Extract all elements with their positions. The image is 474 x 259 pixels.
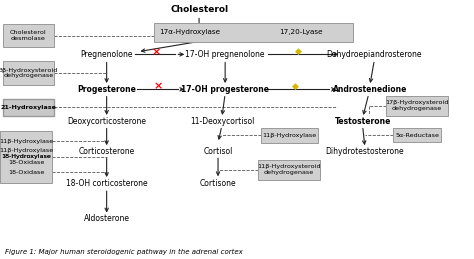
FancyBboxPatch shape xyxy=(154,23,353,42)
FancyBboxPatch shape xyxy=(3,99,54,116)
FancyBboxPatch shape xyxy=(258,160,320,180)
Text: Dihydrotestosterone: Dihydrotestosterone xyxy=(326,147,404,156)
Text: 17β-Hydroxysteroid
dehydrogenase: 17β-Hydroxysteroid dehydrogenase xyxy=(385,100,449,111)
Text: Cortisol: Cortisol xyxy=(203,147,233,156)
Text: 18-OH corticosterone: 18-OH corticosterone xyxy=(66,179,147,188)
Text: Testosterone: Testosterone xyxy=(335,117,391,126)
Text: 17-OH pregnenolone: 17-OH pregnenolone xyxy=(185,50,265,59)
FancyBboxPatch shape xyxy=(3,24,54,47)
Text: Dehydroepiandrosterone: Dehydroepiandrosterone xyxy=(327,50,422,59)
Text: Deoxycorticosterone: Deoxycorticosterone xyxy=(67,117,146,126)
Text: Corticosterone: Corticosterone xyxy=(79,147,135,156)
Text: ◆: ◆ xyxy=(292,82,299,91)
Text: 18-Oxidase: 18-Oxidase xyxy=(8,170,44,175)
FancyBboxPatch shape xyxy=(261,128,318,143)
Text: ×: × xyxy=(154,81,163,91)
Text: 3β-Hydroxysteroid
dehydrogenase: 3β-Hydroxysteroid dehydrogenase xyxy=(0,68,58,78)
Text: 11β-Hydroxylase: 11β-Hydroxylase xyxy=(0,139,53,144)
Text: Cholesterol
desmolase: Cholesterol desmolase xyxy=(10,30,47,41)
FancyBboxPatch shape xyxy=(0,131,52,183)
Text: 18-Hydroxylase: 18-Hydroxylase xyxy=(1,154,51,159)
Text: 11β-Hydroxylase
18-Hydroxylase
18-Oxidase: 11β-Hydroxylase 18-Hydroxylase 18-Oxidas… xyxy=(0,148,53,165)
Text: Figure 1: Major human steroidogenic pathway in the adrenal cortex: Figure 1: Major human steroidogenic path… xyxy=(5,249,243,255)
Text: 11β-Hydroxylase: 11β-Hydroxylase xyxy=(262,133,316,138)
Text: 11-Deoxycortisol: 11-Deoxycortisol xyxy=(191,117,255,126)
Text: 17,20-Lyase: 17,20-Lyase xyxy=(279,29,323,35)
Text: 11β-Hydroxysteroid
dehydrogenase: 11β-Hydroxysteroid dehydrogenase xyxy=(257,164,321,175)
Text: Androstenedione: Androstenedione xyxy=(333,85,407,94)
Text: Aldosterone: Aldosterone xyxy=(83,214,130,223)
Text: Progesterone: Progesterone xyxy=(77,85,136,94)
FancyBboxPatch shape xyxy=(386,96,448,116)
Text: ◆: ◆ xyxy=(295,47,302,55)
FancyBboxPatch shape xyxy=(393,128,441,142)
Text: 17α-Hydroxylase: 17α-Hydroxylase xyxy=(159,29,220,35)
Text: ×: × xyxy=(152,47,161,57)
FancyBboxPatch shape xyxy=(3,61,54,85)
Text: 5α-Reductase: 5α-Reductase xyxy=(395,133,439,138)
Text: Cholesterol: Cholesterol xyxy=(170,5,228,14)
Text: Pregnenolone: Pregnenolone xyxy=(81,50,133,59)
Text: 17-OH progesterone: 17-OH progesterone xyxy=(181,85,269,94)
Text: 21-Hydroxylase: 21-Hydroxylase xyxy=(0,105,56,110)
Text: Cortisone: Cortisone xyxy=(200,179,237,188)
